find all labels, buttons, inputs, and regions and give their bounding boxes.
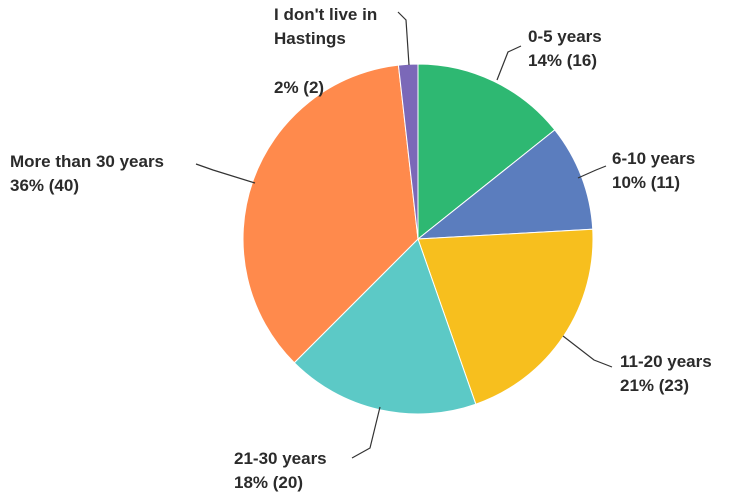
leader-line-3 xyxy=(351,406,381,459)
leader-line-5 xyxy=(397,11,410,66)
leader-line-1 xyxy=(577,165,607,179)
slice-label-1: 6-10 years xyxy=(612,149,695,168)
slice-label-5-line-0: I don't live in xyxy=(274,5,377,24)
slice-label-4: More than 30 years xyxy=(10,152,164,171)
slice-label-2: 11-20 years xyxy=(620,352,712,371)
pie-slice-5 xyxy=(397,63,419,240)
pie-slice-4 xyxy=(242,64,419,364)
slice-label-0: 0-5 years xyxy=(528,27,602,46)
slice-value-label-5: 2% (2) xyxy=(274,78,324,97)
leader-line-4 xyxy=(195,163,256,184)
slice-label-5-line-1: Hastings xyxy=(274,29,346,48)
slice-label-3: 21-30 years xyxy=(234,449,327,468)
slice-value-label-0: 14% (16) xyxy=(528,51,597,70)
slice-value-label-2: 21% (23) xyxy=(620,376,689,395)
leader-lines xyxy=(195,11,613,459)
pie-slices xyxy=(242,63,594,415)
leader-line-2 xyxy=(562,335,613,368)
slice-value-label-4: 36% (40) xyxy=(10,176,79,195)
slice-value-label-3: 18% (20) xyxy=(234,473,303,492)
leader-line-0 xyxy=(496,45,522,81)
slice-labels: 0-5 years 14% (16) 6-10 years 10% (11) 11-20… xyxy=(10,5,712,492)
pie-slice-0 xyxy=(417,63,556,241)
slice-value-label-1: 10% (11) xyxy=(612,173,680,192)
